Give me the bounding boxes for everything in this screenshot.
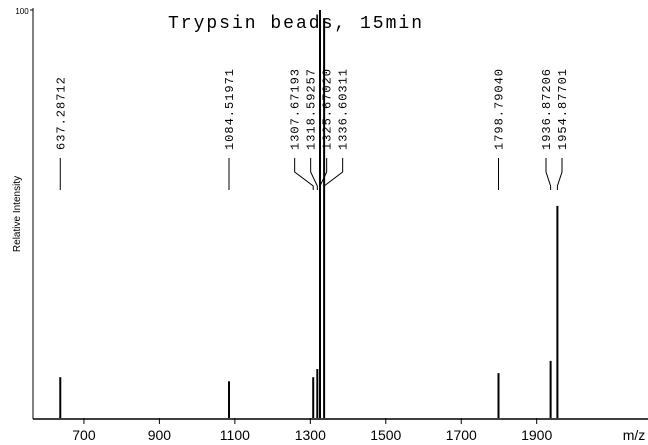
peak-label: 637.28712 bbox=[54, 76, 68, 150]
x-tick-label: 900 bbox=[148, 427, 172, 443]
peak-label: 1084.51971 bbox=[223, 68, 237, 150]
peak-label: 1307.67193 bbox=[289, 68, 303, 150]
peak-label: 1336.60311 bbox=[337, 68, 351, 150]
x-tick-label: 1100 bbox=[220, 427, 250, 443]
x-tick-label: 1700 bbox=[446, 427, 477, 443]
label-leader bbox=[294, 158, 314, 190]
peak-label: 1798.79040 bbox=[493, 68, 507, 150]
peak-label: 1325.67020 bbox=[321, 68, 335, 150]
x-tick-label: 1500 bbox=[370, 427, 401, 443]
x-tick-label: 700 bbox=[72, 427, 96, 443]
chart-title: Trypsin beads, 15min bbox=[168, 14, 424, 34]
peak-label: 1954.87701 bbox=[556, 68, 570, 150]
x-tick-label: 1300 bbox=[295, 427, 326, 443]
y-axis-label: Relative Intensity bbox=[12, 176, 23, 252]
y-tick-label: 100 bbox=[15, 7, 29, 16]
x-axis-label: m/z bbox=[623, 427, 646, 443]
label-leader bbox=[556, 158, 563, 190]
label-leader bbox=[323, 158, 344, 190]
label-leader bbox=[310, 158, 318, 190]
peak-label: 1318.59257 bbox=[305, 68, 319, 150]
label-leader bbox=[545, 158, 552, 190]
x-tick-label: 1900 bbox=[521, 427, 552, 443]
peak-label: 1936.87206 bbox=[540, 68, 554, 150]
